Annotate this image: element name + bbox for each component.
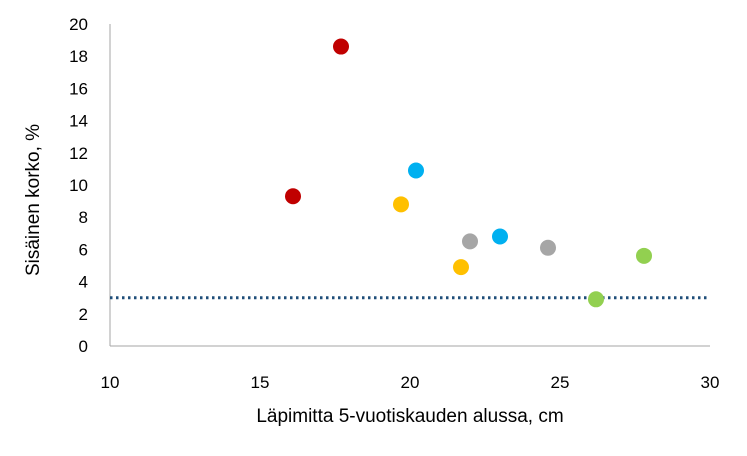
data-point-s3-p0 (462, 233, 478, 250)
y-tick-label: 12 (69, 144, 88, 163)
y-tick-label: 4 (79, 273, 88, 292)
data-point-s4-p1 (636, 247, 652, 264)
data-point-s2-p1 (453, 259, 469, 276)
y-tick-label: 2 (79, 305, 88, 324)
data-point-s1-p1 (492, 228, 508, 245)
y-tick-label: 18 (69, 47, 88, 66)
y-tick-label: 20 (69, 15, 88, 34)
x-tick-label: 25 (551, 373, 570, 392)
y-tick-label: 10 (69, 176, 88, 195)
data-point-s2-p0 (393, 196, 409, 213)
y-tick-labels: 0 2 4 6 8 10 12 14 16 18 20 (69, 15, 88, 356)
y-tick-label: 16 (69, 79, 88, 98)
data-point-s0-p1 (333, 38, 349, 55)
x-tick-label: 15 (251, 373, 270, 392)
y-tick-label: 14 (69, 112, 88, 131)
data-point-s1-p0 (408, 162, 424, 179)
y-tick-label: 8 (79, 208, 88, 227)
x-axis-title: Läpimitta 5-vuotiskauden alussa, cm (256, 406, 563, 427)
data-point-s4-p0 (588, 291, 604, 308)
y-tick-label: 0 (79, 337, 88, 356)
y-tick-label: 6 (79, 240, 88, 259)
x-tick-label: 20 (401, 373, 420, 392)
x-tick-labels: 10 15 20 25 30 (101, 373, 720, 392)
data-point-s0-p0 (285, 188, 301, 205)
data-point-s3-p1 (540, 239, 556, 256)
y-axis-title: Sisäinen korko, % (23, 124, 44, 276)
x-tick-label: 10 (101, 373, 120, 392)
x-tick-label: 30 (701, 373, 720, 392)
data-points (285, 38, 652, 308)
